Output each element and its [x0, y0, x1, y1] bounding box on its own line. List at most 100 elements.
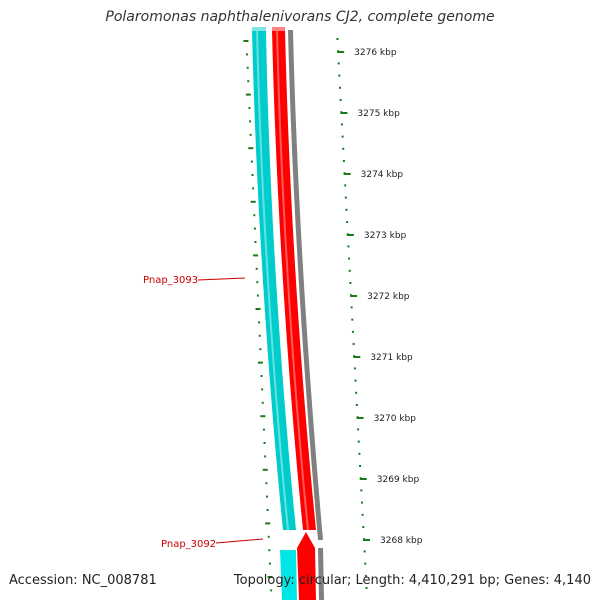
outer-track-dot — [361, 513, 364, 516]
kbp-tick-mark — [356, 417, 364, 419]
inner-track-dot — [258, 334, 261, 337]
map-title: Polaromonas naphthalenivorans CJ2, compl… — [105, 9, 495, 25]
inner-track-dot — [249, 120, 252, 123]
inner-track-dot — [256, 281, 259, 284]
kbp-tick-label: 3275 kbp — [357, 109, 400, 119]
inner-track-dot — [261, 401, 264, 404]
inner-track-dot — [265, 495, 268, 498]
inner-track-dot — [265, 482, 268, 485]
outer-track-dot — [337, 62, 340, 65]
inner-track-dot — [253, 214, 256, 217]
inner-track-dot — [250, 200, 256, 203]
inner-track-dot — [245, 93, 251, 96]
outer-track-dot — [338, 74, 341, 77]
outer-track-dot — [357, 440, 360, 443]
reverse-strand-gene-lower[interactable] — [280, 550, 297, 600]
inner-track-dot — [246, 53, 249, 56]
kbp-tick-mark — [363, 539, 371, 541]
kbp-tick-mark — [346, 234, 354, 236]
outer-track-dot — [360, 489, 363, 492]
outer-track-dot — [347, 245, 350, 248]
outer-track-dot — [364, 574, 367, 577]
reverse-strand-cap — [252, 27, 266, 31]
inner-track-dot — [262, 468, 268, 471]
outer-track-dot — [353, 367, 356, 370]
kbp-tick-mark — [353, 356, 361, 358]
kbp-tick-label: 3269 kbp — [377, 475, 420, 485]
inner-track-dot — [253, 227, 256, 230]
outer-dotted-track — [336, 38, 368, 589]
outer-track-dot — [344, 184, 347, 187]
forward-strand-gene-highlight — [276, 30, 309, 530]
outer-track-dot — [336, 38, 339, 40]
outer-track-dot — [351, 330, 354, 333]
outer-track-dot — [341, 135, 344, 138]
inner-track-dot — [248, 147, 254, 150]
backbone-line — [288, 30, 323, 540]
gene-label-pnap-3093[interactable]: Pnap_3093 — [143, 275, 246, 286]
gene-label-text: Pnap_3093 — [143, 275, 198, 286]
outer-track-dot — [345, 208, 348, 211]
inner-track-dot — [265, 522, 271, 525]
inner-track-dot — [243, 40, 249, 42]
forward-strand-cap — [272, 27, 285, 31]
accession-text: Accession: NC_008781 — [9, 573, 157, 588]
inner-track-dot — [267, 576, 273, 578]
inner-track-dot — [261, 388, 264, 391]
inner-track-dot — [262, 428, 265, 431]
outer-track-dot — [352, 343, 355, 345]
inner-dotted-track — [243, 40, 273, 592]
inner-track-dot — [248, 107, 251, 109]
gene-leader-line — [215, 538, 264, 544]
inner-track-dot — [270, 589, 273, 592]
outer-track-dot — [339, 86, 342, 89]
outer-track-dot — [339, 99, 342, 101]
outer-track-dot — [365, 587, 368, 589]
outer-track-dot — [351, 318, 354, 321]
forward-strand-gene-upper[interactable] — [272, 30, 316, 530]
outer-track-dot — [344, 196, 347, 199]
kbp-tick-label: 3273 kbp — [364, 231, 407, 241]
outer-track-dot — [340, 123, 343, 126]
gene-leader-line — [197, 277, 246, 281]
kbp-tick-mark — [359, 478, 367, 480]
inner-track-dot — [257, 361, 263, 364]
inner-track-dot — [250, 160, 253, 163]
outer-track-dot — [354, 379, 357, 382]
inner-track-dot — [254, 241, 257, 243]
inner-track-dot — [253, 254, 259, 257]
outer-track-dot — [350, 306, 353, 309]
inner-track-dot — [268, 549, 271, 552]
kbp-tick-mark — [343, 173, 351, 175]
inner-track-dot — [247, 80, 250, 83]
outer-track-dot — [363, 550, 366, 553]
outer-track-dot — [360, 501, 363, 504]
outer-track-dot — [359, 465, 362, 467]
inner-track-dot — [256, 294, 259, 297]
inner-track-dot — [263, 442, 266, 444]
outer-track-dot — [357, 428, 360, 431]
kbp-tick-mark — [350, 295, 358, 297]
inner-track-dot — [266, 509, 269, 511]
inner-track-dot — [251, 174, 254, 176]
outer-track-dot — [346, 221, 349, 223]
reverse-strand-gene-highlight — [256, 30, 289, 530]
outer-track-dot — [355, 404, 358, 406]
forward-strand-gene-lower[interactable] — [297, 532, 316, 600]
outer-track-dot — [364, 562, 367, 565]
outer-track-dot — [362, 526, 365, 528]
gene-label-pnap-3092[interactable]: Pnap_3092 — [161, 538, 264, 550]
outer-track-dot — [348, 269, 351, 272]
outer-track-dot — [349, 282, 352, 284]
reverse-strand-gene-upper[interactable] — [252, 30, 296, 530]
inner-track-dot — [260, 415, 266, 418]
outer-track-dot — [342, 147, 345, 150]
inner-track-dot — [259, 348, 262, 351]
inner-track-dot — [249, 133, 252, 136]
genome-summary-text: Topology: circular; Length: 4,410,291 bp… — [233, 573, 591, 588]
kbp-tick-label: 3268 kbp — [380, 536, 423, 546]
kbp-tick-label: 3271 kbp — [370, 353, 413, 363]
inner-track-dot — [258, 321, 261, 324]
kbp-tick-label: 3272 kbp — [367, 292, 410, 302]
